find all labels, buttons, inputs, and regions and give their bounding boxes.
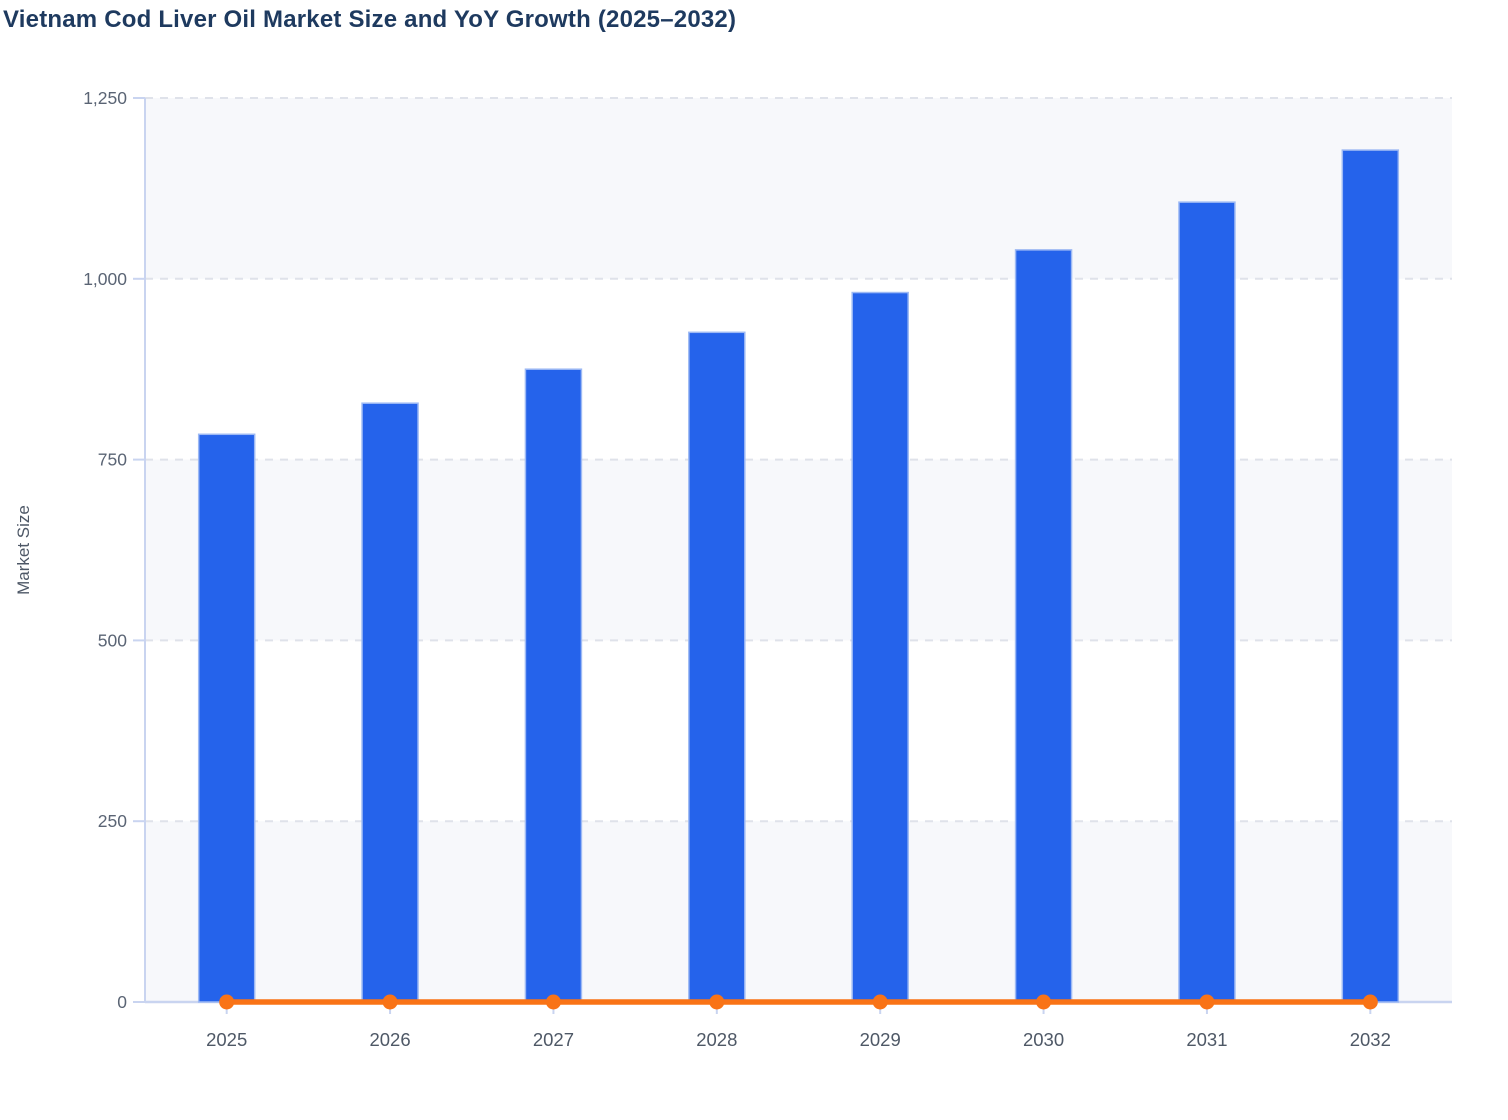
bar-2028 [688,331,746,1003]
chart-title: Vietnam Cod Liver Oil Market Size and Yo… [3,6,737,33]
x-tick-label-2027: 2027 [533,1029,574,1050]
plot-band [145,98,1452,279]
bar-2030 [1014,249,1073,1003]
y-tick-label: 750 [98,450,127,470]
plot-band [145,821,1452,1002]
yoy-marker-2025 [219,994,235,1010]
y-tick-label: 1,250 [83,88,127,108]
bar-2026 [361,402,419,1003]
yoy-marker-2028 [709,994,725,1010]
yoy-marker-2026 [382,994,398,1010]
yoy-marker-2031 [1199,994,1215,1010]
x-tick-label-2030: 2030 [1023,1029,1064,1050]
y-tick-label: 0 [117,992,127,1012]
plot-band [145,459,1452,641]
x-tick-label-2029: 2029 [860,1029,901,1050]
y-tick-label: 500 [98,630,127,650]
yoy-marker-2027 [545,994,561,1010]
x-tick-label-2031: 2031 [1186,1029,1227,1050]
bar-2032 [1341,149,1400,1003]
yoy-marker-2030 [1036,994,1052,1010]
x-tick-label-2026: 2026 [369,1029,410,1050]
yoy-marker-2032 [1362,994,1378,1010]
x-tick-label-2025: 2025 [206,1029,247,1050]
y-tick-label: 1,000 [83,269,127,289]
yoy-marker-2029 [872,994,888,1010]
bar-2027 [524,368,583,1003]
x-tick-label-2032: 2032 [1350,1029,1391,1050]
bar-2029 [851,291,909,1003]
bar-2031 [1178,201,1236,1003]
bar-2025 [197,433,256,1003]
x-tick-label-2028: 2028 [696,1029,737,1050]
y-tick-label: 250 [98,811,127,831]
